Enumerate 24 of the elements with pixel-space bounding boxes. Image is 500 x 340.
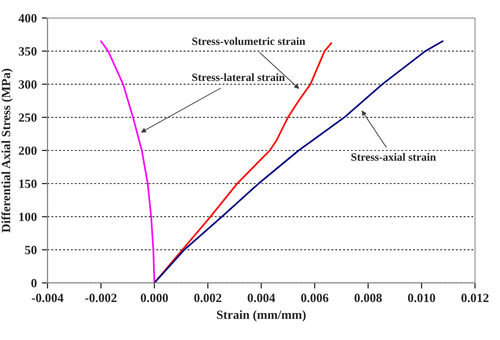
x-tick-label: 0.002 (194, 294, 222, 302)
annotation: Stress-volumetric strain (192, 37, 306, 46)
x-tick-label: 0.010 (408, 294, 436, 302)
y-tick-label: 100 (19, 212, 37, 222)
y-tick-label: 300 (18, 80, 37, 89)
x-axis-title: Strain (mm/mm) (216, 310, 306, 322)
x-tick-label: 0.006 (301, 294, 328, 302)
x-tick-label: -0.004 (32, 294, 64, 302)
y-tick-label: 400 (18, 14, 37, 22)
y-tick-label: 50 (25, 246, 37, 254)
y-tick-label: 350 (18, 47, 37, 56)
y-axis-title: Differential Axial Stress (MPa) (1, 68, 13, 232)
y-tick-label: 250 (18, 113, 37, 122)
line-series (100, 40, 156, 283)
annotation: Stress-lateral strain (192, 73, 285, 82)
x-tick-label: 0.012 (461, 294, 489, 302)
x-tick-label: 0.000 (140, 294, 168, 302)
y-tick-label: 150 (19, 180, 37, 188)
y-tick-label: 200 (18, 146, 37, 155)
y-tick-label: 0 (31, 278, 37, 288)
annotation: Stress-axial strain (351, 153, 436, 161)
x-tick-label: -0.002 (85, 294, 117, 302)
x-tick-label: 0.008 (354, 294, 382, 302)
x-tick-label: 0.004 (248, 294, 276, 302)
